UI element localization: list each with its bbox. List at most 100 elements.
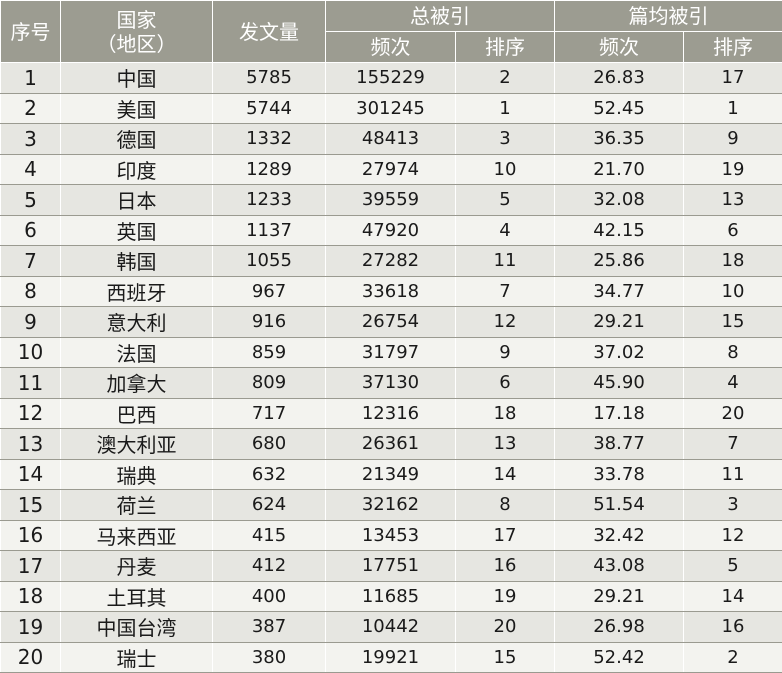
cell-total-rank: 5 bbox=[456, 185, 555, 216]
cell-total-frequency: 10442 bbox=[326, 612, 456, 643]
cell-total-rank: 9 bbox=[456, 337, 555, 368]
cell-index: 17 bbox=[1, 551, 61, 582]
cell-total-frequency: 39559 bbox=[326, 185, 456, 216]
header-index: 序号 bbox=[1, 1, 61, 63]
cell-country: 印度 bbox=[61, 154, 213, 185]
cell-avg-rank: 9 bbox=[684, 124, 782, 155]
cell-avg-frequency: 36.35 bbox=[555, 124, 684, 155]
cell-country: 巴西 bbox=[61, 398, 213, 429]
cell-index: 20 bbox=[1, 642, 61, 673]
header-avg-frequency: 频次 bbox=[555, 32, 684, 63]
cell-papers: 5785 bbox=[213, 63, 326, 94]
cell-total-frequency: 32162 bbox=[326, 490, 456, 521]
cell-total-rank: 15 bbox=[456, 642, 555, 673]
cell-papers: 916 bbox=[213, 307, 326, 338]
cell-total-rank: 10 bbox=[456, 154, 555, 185]
cell-papers: 380 bbox=[213, 642, 326, 673]
cell-avg-frequency: 34.77 bbox=[555, 276, 684, 307]
cell-avg-rank: 13 bbox=[684, 185, 782, 216]
cell-avg-frequency: 51.54 bbox=[555, 490, 684, 521]
cell-avg-rank: 5 bbox=[684, 551, 782, 582]
cell-avg-frequency: 29.21 bbox=[555, 307, 684, 338]
cell-total-rank: 12 bbox=[456, 307, 555, 338]
cell-index: 18 bbox=[1, 581, 61, 612]
cell-avg-frequency: 45.90 bbox=[555, 368, 684, 399]
header-country: 国家 （地区） bbox=[61, 1, 213, 63]
cell-total-frequency: 27974 bbox=[326, 154, 456, 185]
cell-papers: 1332 bbox=[213, 124, 326, 155]
cell-avg-rank: 1 bbox=[684, 93, 782, 124]
cell-avg-frequency: 37.02 bbox=[555, 337, 684, 368]
cell-total-rank: 14 bbox=[456, 459, 555, 490]
cell-total-frequency: 301245 bbox=[326, 93, 456, 124]
header-papers: 发文量 bbox=[213, 1, 326, 63]
cell-avg-rank: 3 bbox=[684, 490, 782, 521]
cell-index: 4 bbox=[1, 154, 61, 185]
cell-avg-rank: 17 bbox=[684, 63, 782, 94]
cell-avg-frequency: 26.83 bbox=[555, 63, 684, 94]
cell-country: 美国 bbox=[61, 93, 213, 124]
header-total-citations: 总被引 bbox=[326, 1, 555, 32]
cell-country: 土耳其 bbox=[61, 581, 213, 612]
cell-avg-frequency: 52.45 bbox=[555, 93, 684, 124]
cell-total-frequency: 12316 bbox=[326, 398, 456, 429]
cell-country: 荷兰 bbox=[61, 490, 213, 521]
cell-total-rank: 17 bbox=[456, 520, 555, 551]
cell-country: 丹麦 bbox=[61, 551, 213, 582]
cell-avg-frequency: 21.70 bbox=[555, 154, 684, 185]
cell-index: 12 bbox=[1, 398, 61, 429]
cell-papers: 400 bbox=[213, 581, 326, 612]
cell-papers: 1137 bbox=[213, 215, 326, 246]
cell-index: 5 bbox=[1, 185, 61, 216]
cell-papers: 717 bbox=[213, 398, 326, 429]
cell-index: 6 bbox=[1, 215, 61, 246]
cell-index: 1 bbox=[1, 63, 61, 94]
cell-papers: 967 bbox=[213, 276, 326, 307]
cell-avg-frequency: 25.86 bbox=[555, 246, 684, 277]
cell-avg-rank: 11 bbox=[684, 459, 782, 490]
cell-avg-rank: 18 bbox=[684, 246, 782, 277]
cell-total-rank: 13 bbox=[456, 429, 555, 460]
cell-avg-rank: 4 bbox=[684, 368, 782, 399]
cell-avg-rank: 10 bbox=[684, 276, 782, 307]
cell-index: 7 bbox=[1, 246, 61, 277]
cell-total-rank: 20 bbox=[456, 612, 555, 643]
cell-avg-frequency: 29.21 bbox=[555, 581, 684, 612]
cell-avg-frequency: 26.98 bbox=[555, 612, 684, 643]
cell-papers: 1055 bbox=[213, 246, 326, 277]
cell-avg-frequency: 33.78 bbox=[555, 459, 684, 490]
cell-avg-rank: 20 bbox=[684, 398, 782, 429]
cell-total-rank: 3 bbox=[456, 124, 555, 155]
cell-total-frequency: 48413 bbox=[326, 124, 456, 155]
cell-avg-frequency: 43.08 bbox=[555, 551, 684, 582]
cell-total-frequency: 19921 bbox=[326, 642, 456, 673]
cell-papers: 412 bbox=[213, 551, 326, 582]
cell-avg-frequency: 52.42 bbox=[555, 642, 684, 673]
cell-avg-frequency: 17.18 bbox=[555, 398, 684, 429]
cell-index: 14 bbox=[1, 459, 61, 490]
cell-total-rank: 2 bbox=[456, 63, 555, 94]
cell-country: 英国 bbox=[61, 215, 213, 246]
cell-avg-rank: 7 bbox=[684, 429, 782, 460]
cell-total-rank: 4 bbox=[456, 215, 555, 246]
cell-papers: 632 bbox=[213, 459, 326, 490]
header-avg-citations: 篇均被引 bbox=[555, 1, 782, 32]
cell-total-frequency: 33618 bbox=[326, 276, 456, 307]
cell-index: 15 bbox=[1, 490, 61, 521]
cell-country: 法国 bbox=[61, 337, 213, 368]
